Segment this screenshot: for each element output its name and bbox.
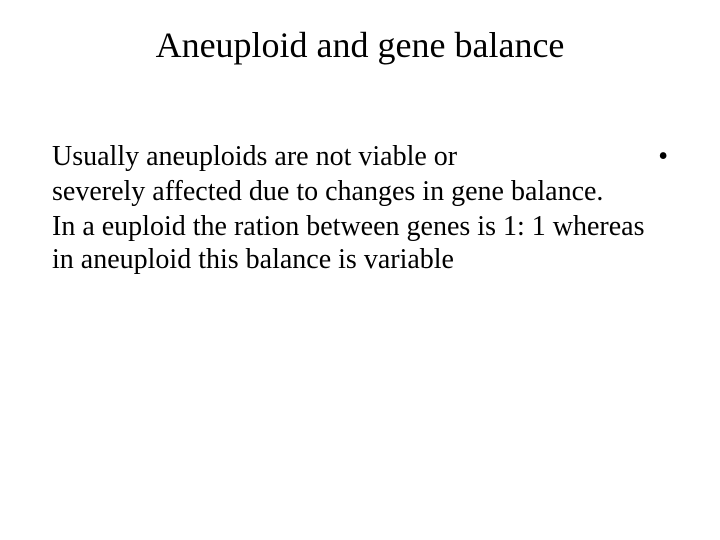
slide-body: Usually aneuploids are not viable or • s… [52, 140, 668, 276]
bullet-dot-icon: • [658, 140, 668, 173]
slide-title: Aneuploid and gene balance [0, 26, 720, 66]
slide: Aneuploid and gene balance Usually aneup… [0, 0, 720, 540]
bullet-text-para2: In a euploid the ration between genes is… [52, 210, 668, 276]
bullet-text-line1: Usually aneuploids are not viable or [52, 140, 644, 173]
bullet-item: Usually aneuploids are not viable or • [52, 140, 668, 173]
bullet-text-rest1: severely affected due to changes in gene… [52, 175, 668, 208]
